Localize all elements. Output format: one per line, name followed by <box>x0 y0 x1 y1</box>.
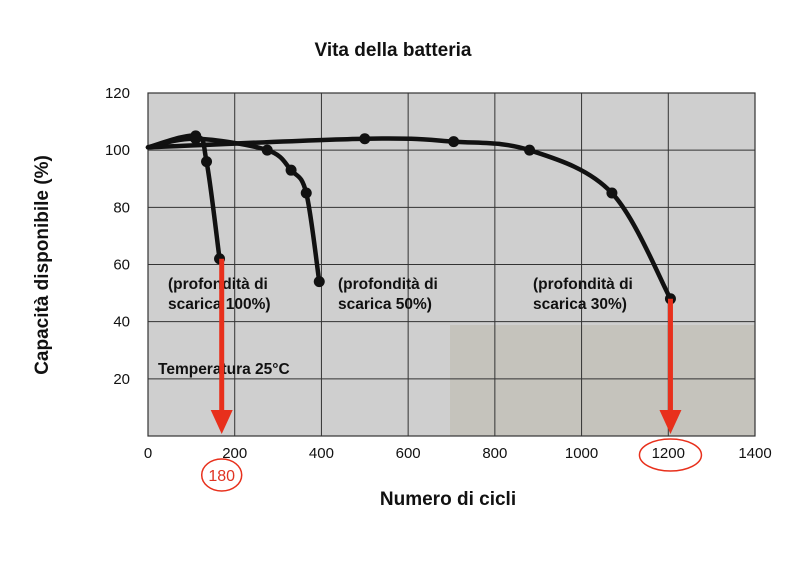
shaded-region <box>450 325 755 436</box>
highlight-arrow-head <box>659 410 682 434</box>
y-axis-title: Capacità disponibile (%) <box>32 155 53 375</box>
highlight-arrow-head <box>210 410 233 434</box>
series-annotation: (profondità di <box>533 276 633 293</box>
data-point <box>201 156 213 168</box>
data-point <box>359 133 371 145</box>
data-point <box>313 276 325 288</box>
plot-border <box>147 92 756 437</box>
x-tick-label: 1000 <box>565 445 598 462</box>
series-annotation: scarica 50%) <box>338 296 432 313</box>
y-tick-label: 120 <box>105 85 130 102</box>
y-axis-ticks: 20 40 60 80 100 120 <box>105 85 130 388</box>
x-tick-label: 400 <box>309 445 334 462</box>
y-tick-label: 100 <box>105 142 130 159</box>
series-annotation: (profondità di <box>338 276 438 293</box>
highlight-circle <box>638 438 703 472</box>
x-tick-label: 800 <box>482 445 507 462</box>
series-group <box>145 130 676 305</box>
highlight-circle <box>200 458 243 492</box>
data-point <box>261 144 273 156</box>
data-point <box>285 164 297 176</box>
highlight-markers: 180 <box>200 258 703 492</box>
x-axis-title: Numero di cicli <box>380 489 516 510</box>
data-point <box>190 133 202 145</box>
x-tick-label: 200 <box>222 445 247 462</box>
x-tick-label: 1400 <box>738 445 771 462</box>
series-line <box>145 136 673 302</box>
series-annotation: (profondità di <box>168 276 268 293</box>
data-point <box>524 144 536 156</box>
data-point <box>300 187 312 199</box>
x-tick-label: 0 <box>144 445 152 462</box>
series-annotation: scarica 30%) <box>533 296 627 313</box>
y-tick-label: 60 <box>113 257 130 274</box>
data-point <box>606 187 618 199</box>
y-tick-label: 40 <box>113 314 130 331</box>
y-tick-label: 20 <box>113 371 130 388</box>
x-tick-label: 1200 <box>652 445 685 462</box>
x-axis-ticks: 0 200 400 600 800 1000 1200 1400 <box>144 445 772 462</box>
x-tick-label: 600 <box>396 445 421 462</box>
chart-title: Vita della batteria <box>315 40 472 61</box>
y-tick-label: 80 <box>113 199 130 216</box>
data-point <box>448 136 460 148</box>
highlight-label: 180 <box>208 468 235 485</box>
